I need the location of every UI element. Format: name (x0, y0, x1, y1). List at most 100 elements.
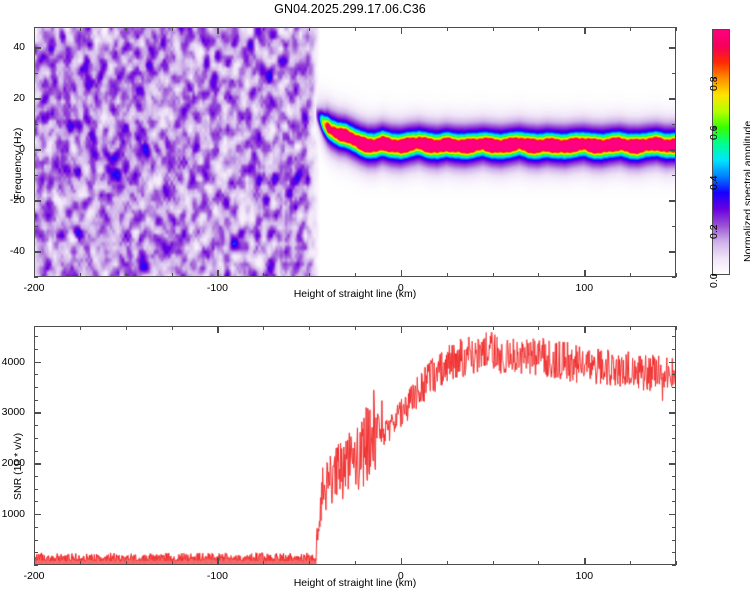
y-minor-tick (34, 565, 38, 566)
x-minor-tick (125, 561, 127, 565)
y-minor-tick (34, 336, 38, 338)
y-minor-tick (34, 348, 38, 350)
x-minor-tick (79, 561, 81, 565)
y-tick-label: 20 (13, 92, 25, 105)
y-minor-tick-right (672, 565, 676, 566)
colorbar-tick (712, 78, 717, 80)
x-tick-label: -200 (23, 570, 45, 582)
y-major-tick (34, 514, 41, 516)
y-minor-tick-right (672, 387, 676, 389)
spectrogram-canvas (35, 28, 675, 276)
y-minor-tick (34, 174, 38, 176)
y-major-tick-right (669, 47, 676, 49)
x-minor-tick-top (446, 27, 448, 31)
x-minor-tick (630, 561, 632, 565)
y-major-tick-right (669, 149, 676, 151)
x-minor-tick (538, 273, 540, 277)
y-minor-tick-right (672, 425, 676, 427)
x-tick-label: -200 (23, 282, 45, 294)
y-minor-tick-right (672, 501, 676, 503)
x-tick-label: -100 (206, 570, 228, 582)
colorbar (712, 29, 730, 275)
x-minor-tick (446, 273, 448, 277)
y-major-tick (34, 200, 41, 202)
x-major-tick-top (217, 326, 219, 333)
x-minor-tick-top (171, 27, 173, 31)
x-minor-tick-top (355, 27, 356, 31)
y-minor-tick (34, 526, 38, 528)
colorbar-tick-label: 0.0 (708, 273, 720, 288)
x-minor-tick-top (492, 27, 494, 31)
y-minor-tick-right (672, 399, 676, 401)
x-minor-tick (446, 561, 448, 565)
y-minor-tick-right (672, 450, 676, 452)
x-major-tick (584, 558, 586, 565)
x-minor-tick (263, 561, 265, 565)
y-tick-label: 4000 (1, 355, 25, 368)
y-major-tick (34, 47, 41, 49)
x-minor-tick (676, 273, 677, 277)
colorbar-tick-label: 0.6 (708, 125, 720, 141)
y-tick-label: -20 (9, 194, 25, 207)
colorbar-tick-label: 0.8 (708, 76, 720, 92)
x-minor-tick-top (125, 27, 127, 31)
x-major-tick (400, 270, 403, 277)
y-major-tick (34, 251, 41, 253)
x-minor-tick-top (171, 326, 173, 330)
y-minor-tick (34, 277, 38, 278)
y-major-tick-right (669, 98, 676, 100)
x-minor-tick-top (538, 27, 540, 31)
y-minor-tick-right (672, 225, 676, 227)
y-minor-tick (34, 399, 38, 401)
x-minor-tick-top (355, 326, 356, 330)
y-major-tick-right (669, 412, 676, 414)
colorbar-tick-label: 0.2 (708, 224, 720, 239)
y-minor-tick-right (672, 539, 676, 541)
x-minor-tick-top (538, 326, 540, 330)
spectrogram-xaxis-label: Height of straight line (km) (293, 288, 417, 300)
y-tick-label: 40 (13, 41, 25, 54)
y-minor-tick (34, 72, 38, 74)
snr-xaxis-label: Height of straight line (km) (293, 577, 417, 589)
x-minor-tick-top (79, 27, 81, 31)
x-major-tick-top (584, 326, 586, 333)
x-major-tick (400, 558, 403, 565)
y-major-tick-right (669, 200, 676, 202)
x-minor-tick (355, 273, 356, 277)
x-minor-tick-top (309, 27, 311, 31)
x-major-tick (34, 558, 36, 565)
colorbar-tick (712, 127, 717, 129)
y-minor-tick-right (672, 277, 676, 278)
y-minor-tick (34, 387, 38, 389)
snr-yaxis-label: SNR (10 * v/v) (12, 432, 24, 500)
y-major-tick-right (669, 514, 676, 516)
x-major-tick-top (34, 27, 36, 34)
y-tick-label: 2000 (1, 457, 25, 470)
snr-canvas (35, 327, 675, 564)
colorbar-tick (712, 176, 717, 178)
y-minor-tick-right (672, 526, 676, 528)
x-tick-label: 100 (575, 282, 594, 294)
y-major-tick (34, 412, 41, 414)
y-minor-tick (34, 437, 38, 439)
y-minor-tick-right (672, 348, 676, 350)
colorbar-tick (712, 225, 717, 227)
x-minor-tick-top (676, 326, 677, 330)
x-minor-tick (171, 273, 173, 277)
x-tick-label: -100 (206, 282, 228, 294)
y-minor-tick (34, 488, 38, 490)
x-major-tick-top (584, 27, 586, 34)
y-tick-label: 0 (19, 143, 25, 156)
y-minor-tick (34, 476, 38, 477)
x-minor-tick (309, 561, 311, 565)
y-tick-label: 1000 (1, 508, 25, 521)
x-minor-tick-top (263, 27, 265, 31)
y-minor-tick (34, 450, 38, 452)
x-major-tick (217, 558, 219, 565)
y-minor-tick (34, 374, 38, 376)
y-minor-tick-right (672, 437, 676, 439)
y-minor-tick-right (672, 552, 676, 554)
x-minor-tick-top (309, 326, 311, 330)
x-minor-tick (355, 561, 356, 565)
